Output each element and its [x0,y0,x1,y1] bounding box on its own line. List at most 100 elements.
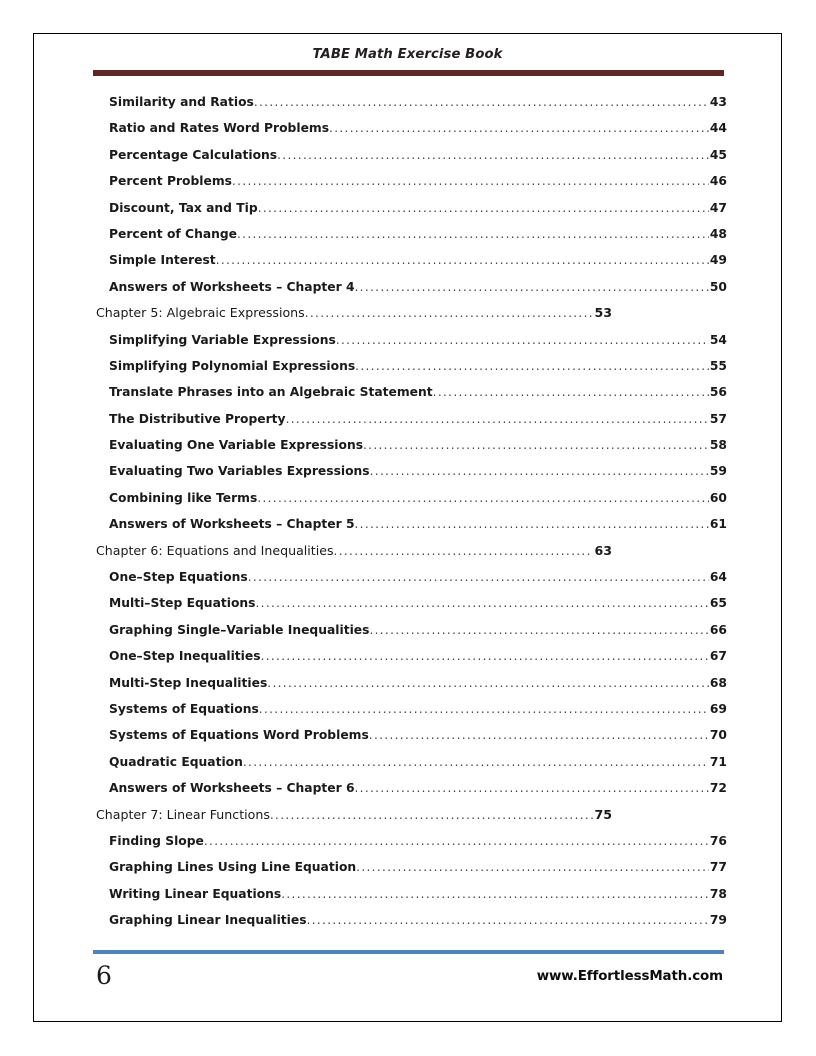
toc-entry-label: Answers of Worksheets – Chapter 4 [109,279,355,294]
toc-entry-row[interactable]: Graphing Lines Using Line Equation......… [34,854,781,880]
toc-entry-page-number: 70 [709,728,727,743]
toc-entry-row[interactable]: Answers of Worksheets – Chapter 5.......… [34,511,781,537]
toc-entry-page-number: 59 [709,464,727,479]
toc-chapter-row[interactable]: Chapter 5: Algebraic Expressions........… [34,300,781,326]
toc-entry-row[interactable]: The Distributive Property...............… [34,406,781,432]
toc-entry-page-number: 54 [709,332,727,347]
toc-entry-label: One–Step Inequalities [109,649,261,664]
document-footer: 6 www.EffortlessMath.com [34,937,781,1021]
toc-chapter-row[interactable]: Chapter 7: Linear Functions.............… [34,802,781,828]
toc-entry-label: Translate Phrases into an Algebraic Stat… [109,385,433,400]
toc-entry-label: Evaluating Two Variables Expressions [109,464,370,479]
toc-entry-label: Graphing Single–Variable Inequalities [109,622,370,637]
toc-dot-leader: ........................................… [329,121,709,136]
footer-website-url: www.EffortlessMath.com [536,969,723,984]
toc-dot-leader: ........................................… [257,200,709,215]
toc-entry-page-number: 44 [709,121,727,136]
toc-entry-page-number: 63 [594,542,612,558]
toc-entry-label: Answers of Worksheets – Chapter 5 [109,517,355,532]
toc-entry-row[interactable]: Simple Interest.........................… [34,247,781,273]
toc-dot-leader: ........................................… [363,438,709,453]
toc-entry-page-number: 56 [709,385,727,400]
toc-entry-row[interactable]: Systems of Equations Word Problems......… [34,722,781,748]
toc-entry-row[interactable]: Finding Slope...........................… [34,828,781,854]
toc-entry-row[interactable]: Ratio and Rates Word Problems...........… [34,115,781,141]
toc-entry-page-number: 64 [709,570,727,585]
toc-entry-label: Evaluating One Variable Expressions [109,438,364,453]
toc-entry-row[interactable]: Graphing Single–Variable Inequalities...… [34,617,781,643]
toc-chapter-row[interactable]: Chapter 6: Equations and Inequalities...… [34,538,781,564]
toc-dot-leader: ........................................… [354,279,709,294]
toc-entry-page-number: 75 [594,806,612,822]
toc-entry-row[interactable]: Answers of Worksheets – Chapter 6.......… [34,775,781,801]
toc-dot-leader: ........................................… [269,807,594,822]
toc-dot-leader: ........................................… [242,754,709,769]
toc-entry-row[interactable]: Simplifying Variable Expressions........… [34,327,781,353]
page-frame: TABE Math Exercise Book Similarity and R… [33,33,782,1022]
toc-entry-row[interactable]: Combining like Terms....................… [34,485,781,511]
toc-entry-row[interactable]: Simplifying Polynomial Expressions......… [34,353,781,379]
toc-entry-row[interactable]: Writing Linear Equations................… [34,881,781,907]
toc-dot-leader: ........................................… [304,306,594,321]
footer-rule [93,950,724,954]
toc-entry-page-number: 77 [709,860,727,875]
toc-dot-leader: ........................................… [215,253,709,268]
toc-entry-page-number: 53 [594,305,612,321]
toc-entry-row[interactable]: Evaluating One Variable Expressions.....… [34,432,781,458]
toc-entry-row[interactable]: Percent Problems........................… [34,168,781,194]
toc-entry-label: Percent Problems [109,174,232,189]
toc-entry-row[interactable]: Answers of Worksheets – Chapter 4.......… [34,274,781,300]
toc-entry-label: Systems of Equations [109,701,259,716]
toc-entry-row[interactable]: One–Step Equations......................… [34,564,781,590]
footer-page-number: 6 [96,961,112,990]
toc-dot-leader: ........................................… [368,728,709,743]
toc-entry-page-number: 66 [709,622,727,637]
table-of-contents: Similarity and Ratios...................… [34,89,781,934]
toc-entry-label: Percentage Calculations [109,147,278,162]
toc-entry-label: Chapter 7: Linear Functions [96,806,270,822]
toc-entry-page-number: 46 [709,174,727,189]
toc-entry-row[interactable]: Translate Phrases into an Algebraic Stat… [34,379,781,405]
toc-entry-row[interactable]: Graphing Linear Inequalities............… [34,907,781,933]
toc-entry-label: Systems of Equations Word Problems [109,728,369,743]
toc-entry-page-number: 67 [709,649,727,664]
toc-entry-page-number: 61 [709,517,727,532]
toc-dot-leader: ........................................… [432,385,709,400]
toc-dot-leader: ........................................… [356,860,709,875]
toc-entry-page-number: 45 [709,147,727,162]
toc-dot-leader: ........................................… [355,358,709,373]
toc-entry-row[interactable]: Multi–Step Equations....................… [34,590,781,616]
toc-entry-row[interactable]: One–Step Inequalities...................… [34,643,781,669]
toc-entry-page-number: 60 [709,490,727,505]
toc-dot-leader: ........................................… [247,570,709,585]
toc-entry-row[interactable]: Discount, Tax and Tip...................… [34,195,781,221]
toc-dot-leader: ........................................… [257,490,709,505]
toc-entry-row[interactable]: Multi-Step Inequalities.................… [34,670,781,696]
toc-dot-leader: ........................................… [237,226,709,241]
toc-entry-page-number: 78 [709,886,727,901]
toc-dot-leader: ........................................… [281,886,709,901]
toc-entry-label: Percent of Change [109,226,238,241]
toc-entry-label: Writing Linear Equations [109,886,282,901]
toc-dot-leader: ........................................… [267,675,709,690]
toc-entry-page-number: 79 [709,913,727,928]
toc-entry-label: Graphing Lines Using Line Equation [109,860,357,875]
toc-entry-page-number: 50 [709,279,727,294]
toc-entry-row[interactable]: Systems of Equations....................… [34,696,781,722]
toc-dot-leader: ........................................… [335,332,709,347]
toc-entry-row[interactable]: Percentage Calculations.................… [34,142,781,168]
toc-entry-label: Chapter 5: Algebraic Expressions [96,305,305,321]
toc-entry-row[interactable]: Quadratic Equation......................… [34,749,781,775]
toc-entry-row[interactable]: Percent of Change.......................… [34,221,781,247]
toc-dot-leader: ........................................… [258,701,709,716]
toc-entry-label: Quadratic Equation [109,754,243,769]
toc-entry-label: Discount, Tax and Tip [109,200,258,215]
document-header: TABE Math Exercise Book [34,34,781,82]
toc-entry-row[interactable]: Evaluating Two Variables Expressions....… [34,458,781,484]
toc-entry-row[interactable]: Similarity and Ratios...................… [34,89,781,115]
toc-entry-page-number: 65 [709,596,727,611]
toc-dot-leader: ........................................… [333,543,594,558]
toc-entry-label: Answers of Worksheets – Chapter 6 [109,781,355,796]
toc-dot-leader: ........................................… [260,649,709,664]
page-title: TABE Math Exercise Book [312,47,503,62]
